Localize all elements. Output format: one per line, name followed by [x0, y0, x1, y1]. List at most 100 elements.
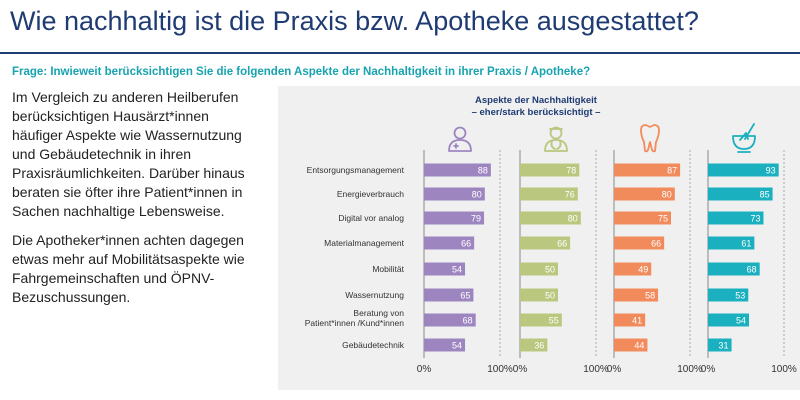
x-tick-label: 100%: [583, 364, 609, 375]
bar: [424, 338, 466, 352]
category-label: Materialmanagement: [324, 238, 404, 248]
bar: [614, 262, 652, 276]
page-title: Wie nachhaltig ist die Praxis bzw. Apoth…: [10, 6, 699, 36]
x-tick-label: 0%: [417, 364, 432, 375]
bar-value-label: 80: [472, 190, 482, 200]
bar: [614, 211, 671, 225]
bar: [520, 211, 581, 225]
bar-value-label: 61: [741, 239, 751, 249]
bar-value-label: 66: [557, 239, 567, 249]
bar: [520, 288, 558, 302]
bar-value-label: 66: [651, 239, 661, 249]
bar-value-label: 85: [760, 190, 770, 200]
bar-value-label: 31: [719, 341, 729, 351]
category-label-line: Patient*innen /Kund*innen: [305, 318, 405, 328]
pharmacy-mortar-icon: [732, 123, 756, 153]
bar-value-label: 44: [634, 341, 644, 351]
bar-value-label: 80: [568, 214, 578, 224]
chart-title: Aspekte der Nachhaltigkeit: [475, 95, 598, 106]
bar: [520, 236, 571, 250]
bar: [424, 313, 476, 327]
bar-value-label: 68: [463, 316, 473, 326]
bar: [614, 236, 665, 250]
bar-value-label: 88: [478, 166, 488, 176]
category-label-line: Beratung von: [353, 308, 404, 318]
bar: [708, 313, 750, 327]
survey-question: Frage: Inwieweit berücksichtigen Sie die…: [12, 66, 591, 78]
bar: [520, 187, 578, 201]
bar-value-label: 41: [632, 316, 642, 326]
bar: [708, 288, 749, 302]
title-divider: [0, 52, 800, 54]
bar-value-label: 54: [452, 341, 462, 351]
doctor-icon: [448, 126, 472, 152]
bar-value-label: 75: [658, 214, 668, 224]
icon-leaf: [739, 132, 749, 141]
bar-value-label: 54: [736, 316, 746, 326]
bar-value-label: 54: [452, 265, 462, 275]
bar-value-label: 80: [662, 190, 672, 200]
x-tick-label: 0%: [607, 364, 622, 375]
bar-value-label: 65: [460, 291, 470, 301]
bar: [424, 262, 466, 276]
icon-body: [448, 139, 472, 152]
category-label: Beratung von Patient*innen /Kund*innen: [305, 308, 405, 328]
category-label: Entsorgungsmanagement: [307, 165, 405, 175]
tooth-icon: [640, 124, 660, 153]
bar-value-label: 36: [534, 341, 544, 351]
bar: [520, 313, 562, 327]
bar-value-label: 55: [549, 316, 559, 326]
bar: [424, 163, 491, 177]
icon-mortar: [732, 135, 756, 150]
bar: [520, 163, 580, 177]
category-label: Mobilität: [372, 264, 404, 274]
bar-value-label: 73: [750, 214, 760, 224]
bar: [424, 187, 485, 201]
chart-subtitle: – eher/stark berücksichtigt –: [472, 107, 601, 118]
bar: [708, 163, 779, 177]
summary-paragraph-1: Im Vergleich zu anderen Heilberufen berü…: [12, 89, 245, 219]
bar: [424, 236, 475, 250]
icon-tooth: [640, 124, 660, 153]
summary-text: Im Vergleich zu anderen Heilberufen berü…: [12, 88, 262, 317]
bar: [614, 163, 681, 177]
category-label: Wassernutzung: [345, 290, 404, 300]
physician-icon: [544, 126, 568, 152]
bar-value-label: 49: [638, 265, 648, 275]
bar-value-label: 53: [735, 291, 745, 301]
bar-value-label: 79: [471, 214, 481, 224]
x-tick-label: 100%: [487, 364, 513, 375]
bar: [614, 313, 646, 327]
category-label: Gebäudetechnik: [342, 340, 405, 350]
bar-value-label: 50: [545, 291, 555, 301]
bar: [708, 211, 764, 225]
bar: [614, 187, 675, 201]
bar-value-label: 93: [766, 166, 776, 176]
x-tick-label: 0%: [513, 364, 528, 375]
bar-value-label: 76: [565, 190, 575, 200]
icon-head: [549, 126, 563, 140]
bar-value-label: 78: [566, 166, 576, 176]
x-tick-label: 100%: [771, 364, 797, 375]
x-tick-label: 100%: [677, 364, 703, 375]
bar: [520, 262, 558, 276]
bar-value-label: 87: [667, 166, 677, 176]
icon-body: [544, 139, 568, 152]
bar: [708, 262, 760, 276]
bar: [424, 211, 485, 225]
bar-value-label: 66: [461, 239, 471, 249]
x-tick-label: 0%: [701, 364, 716, 375]
bar: [614, 288, 659, 302]
bar: [614, 338, 648, 352]
icon-stethoscope: [550, 140, 562, 150]
bar: [708, 338, 732, 352]
category-label: Energieverbrauch: [337, 189, 404, 199]
bar-value-label: 58: [645, 291, 655, 301]
bar-value-label: 68: [747, 265, 757, 275]
bar: [708, 187, 773, 201]
bar: [520, 338, 548, 352]
bar: [708, 236, 755, 250]
icon-cross: [453, 143, 459, 149]
icon-head: [453, 126, 467, 140]
